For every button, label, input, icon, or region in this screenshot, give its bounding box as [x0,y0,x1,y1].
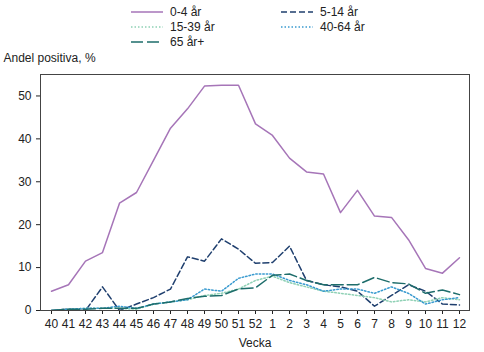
svg-text:49: 49 [198,317,212,331]
svg-text:48: 48 [181,317,195,331]
svg-text:50: 50 [215,317,229,331]
svg-text:51: 51 [232,317,246,331]
svg-text:30: 30 [18,175,32,189]
svg-text:Vecka: Vecka [239,336,272,350]
svg-text:50: 50 [18,89,32,103]
svg-text:2: 2 [286,317,293,331]
svg-text:4: 4 [320,317,327,331]
svg-text:Andel positiva, %: Andel positiva, % [4,51,96,65]
svg-text:7: 7 [371,317,378,331]
svg-text:40: 40 [45,317,59,331]
svg-text:11: 11 [436,317,449,331]
svg-text:10: 10 [18,260,32,274]
svg-text:41: 41 [62,317,76,331]
svg-text:42: 42 [79,317,93,331]
svg-text:6: 6 [354,317,361,331]
svg-text:52: 52 [249,317,263,331]
svg-text:9: 9 [405,317,412,331]
svg-text:5: 5 [337,317,344,331]
svg-text:12: 12 [453,317,467,331]
svg-text:44: 44 [113,317,127,331]
svg-text:47: 47 [164,317,178,331]
html-text:0-4 år: 0-4 år [170,4,202,19]
svg-text:8: 8 [388,317,395,331]
html-text:65 år+: 65 år+ [170,35,205,50]
svg-text:43: 43 [96,317,110,331]
svg-text:40: 40 [18,132,32,146]
svg-text:10: 10 [419,317,433,331]
svg-text:0: 0 [25,303,32,317]
svg-text:20: 20 [18,218,32,232]
html-text:40-64 år: 40-64 år [320,19,365,34]
html-text:15-39 år: 15-39 år [170,19,215,34]
svg-text:1: 1 [269,317,276,331]
svg-text:46: 46 [147,317,161,331]
html-text:5-14 år: 5-14 år [320,4,358,19]
svg-text:45: 45 [130,317,144,331]
svg-text:3: 3 [303,317,310,331]
